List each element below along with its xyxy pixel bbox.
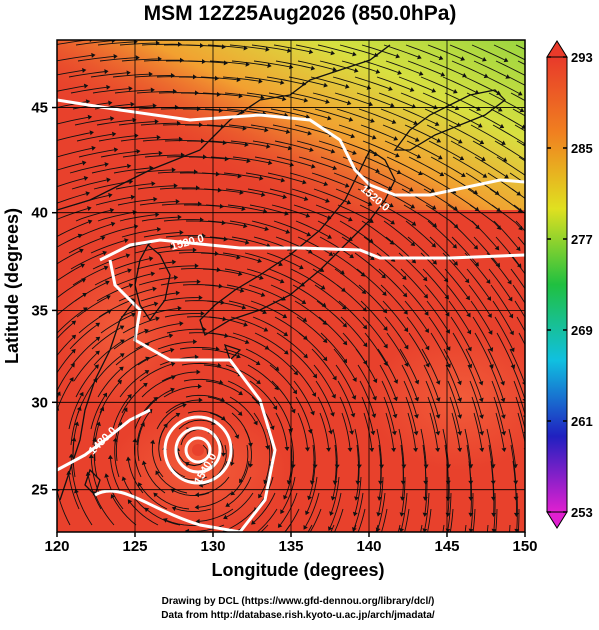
streamline-arrow <box>434 560 439 565</box>
streamline-arrow <box>411 559 416 564</box>
streamline-arrow <box>526 175 531 179</box>
streamline-arrow <box>48 453 53 457</box>
streamline-arrow <box>532 348 537 353</box>
y-tick-label: 35 <box>31 302 48 319</box>
streamline-arrow <box>532 364 537 369</box>
typhoon-eye <box>192 444 204 456</box>
x-tick-label: 125 <box>122 538 147 555</box>
colorbar-tick-label: 277 <box>571 232 593 247</box>
x-tick-label: 145 <box>434 538 459 555</box>
colorbar-body <box>547 57 567 512</box>
streamline-arrow <box>538 264 542 269</box>
colorbar-tick-label: 285 <box>571 141 593 156</box>
map-field <box>35 37 553 565</box>
colorbar-tick-label: 253 <box>571 505 593 520</box>
streamline-arrow <box>527 75 532 79</box>
streamline-arrow <box>541 108 546 112</box>
x-tick-label: 120 <box>44 538 69 555</box>
y-tick-label: 25 <box>31 482 48 499</box>
y-tick-label: 45 <box>31 100 48 117</box>
streamline-arrow <box>540 226 544 231</box>
streamline-arrow <box>327 541 331 546</box>
streamline-arrow <box>481 560 486 564</box>
colorbar-tick-label: 293 <box>571 50 593 65</box>
x-tick-label: 150 <box>512 538 537 555</box>
streamline <box>517 493 518 529</box>
streamline <box>49 474 57 509</box>
streamline-arrow <box>422 544 427 549</box>
x-tick-label: 140 <box>356 538 381 555</box>
streamline-arrow <box>529 280 533 285</box>
colorbar: 253 261 269 277 285 293 <box>547 41 593 528</box>
x-tick-label: 135 <box>278 538 303 555</box>
x-tick-label: 130 <box>200 538 225 555</box>
streamline-arrow <box>538 192 543 196</box>
streamline-arrow <box>236 545 241 549</box>
y-tick-label: 30 <box>31 394 48 411</box>
footer-text: Data from http://database.rish.kyoto-u.a… <box>161 610 435 621</box>
streamline-arrow <box>537 247 541 252</box>
x-axis-label: Longitude (degrees) <box>211 560 384 580</box>
streamline-arrow <box>529 297 533 302</box>
chart-title: MSM 12Z25Aug2026 (850.0hPa) <box>144 2 457 25</box>
y-axis-label: Latitude (degrees) <box>2 208 22 364</box>
y-tick-label: 40 <box>31 205 48 222</box>
colorbar-extend-top <box>547 41 567 57</box>
streamline-arrow <box>530 314 534 319</box>
streamline-arrow <box>47 470 52 474</box>
streamline-arrow <box>539 208 544 212</box>
streamline-arrow <box>540 92 545 96</box>
streamline-arrow <box>351 542 356 547</box>
streamline-arrow <box>458 560 463 564</box>
streamline <box>52 441 53 477</box>
footer-text: Drawing by DCL (https://www.gfd-dennou.o… <box>162 596 435 607</box>
streamline-arrow <box>469 544 474 548</box>
streamline-arrow <box>399 543 404 548</box>
streamline-arrow <box>314 555 318 560</box>
streamline-arrow <box>525 58 530 62</box>
streamline-arrow <box>263 549 268 553</box>
streamline-arrow <box>50 437 55 441</box>
streamline <box>51 457 55 493</box>
streamline <box>49 410 57 445</box>
colorbar-tick-label: 269 <box>571 323 593 338</box>
streamline <box>51 425 55 461</box>
colorbar-extend-bottom <box>547 512 567 528</box>
streamline-arrow <box>250 534 255 538</box>
streamline-arrow <box>531 331 535 336</box>
colorbar-tick-label: 261 <box>571 414 593 429</box>
streamline-arrow <box>504 560 509 564</box>
streamline-arrow <box>387 558 392 563</box>
streamline-arrow <box>492 545 497 549</box>
